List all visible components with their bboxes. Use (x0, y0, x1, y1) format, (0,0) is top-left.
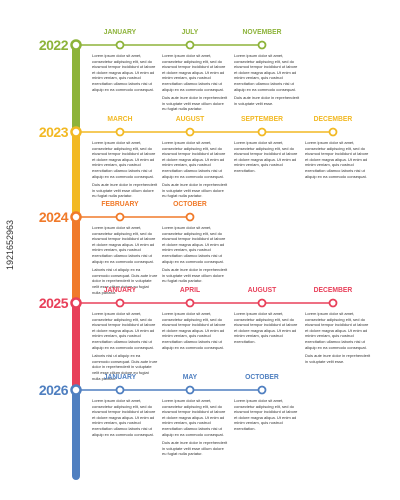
month-description: Lorem ipsum dolor sit amet, consectetur … (92, 311, 158, 384)
stock-id: 1921652963 (5, 219, 15, 271)
month-label: APRIL (179, 285, 201, 294)
paragraph: Lorem ipsum dolor sit amet, consectetur … (234, 398, 298, 431)
paragraph: Lorem ipsum dolor sit amet, consectetur … (92, 311, 156, 350)
month-node (257, 127, 267, 137)
year-node (70, 297, 82, 309)
year-label: 2023 (38, 124, 69, 140)
year-label: 2024 (38, 209, 69, 225)
month-description: Lorem ipsum dolor sit amet, consectetur … (92, 398, 158, 440)
month-description: Lorem ipsum dolor sit amet, consectetur … (234, 311, 300, 348)
month-description: Lorem ipsum dolor sit amet, consectetur … (162, 225, 228, 287)
paragraph: Lorem ipsum dolor sit amet, consectetur … (162, 225, 226, 264)
paragraph: Duis aute irure dolor in reprehenderit i… (305, 353, 371, 364)
month-description: Lorem ipsum dolor sit amet, consectetur … (92, 225, 158, 298)
month-description: Lorem ipsum dolor sit amet, consectetur … (305, 311, 371, 367)
paragraph: Duis aute irure dolor in reprehenderit i… (162, 267, 228, 284)
month-node (257, 40, 267, 50)
timeline-bar-segment (72, 217, 80, 304)
month-label: OCTOBER (245, 372, 279, 381)
month-label: FEBRUARY (101, 199, 139, 208)
year-node (70, 126, 82, 138)
month-label: SEPTEMBER (240, 114, 284, 123)
paragraph: Lorem ipsum dolor sit amet, consectetur … (92, 398, 156, 437)
month-description: Lorem ipsum dolor sit amet, consectetur … (92, 140, 158, 202)
paragraph: Lorem ipsum dolor sit amet, consectetur … (162, 311, 226, 350)
month-node (328, 127, 338, 137)
month-node (328, 298, 338, 308)
paragraph: Lorem ipsum dolor sit amet, consectetur … (162, 398, 226, 437)
month-label: OCTOBER (173, 199, 207, 208)
month-description: Lorem ipsum dolor sit amet, consectetur … (92, 53, 158, 95)
month-label: NOVEMBER (242, 27, 282, 36)
month-description: Lorem ipsum dolor sit amet, consectetur … (162, 398, 228, 460)
month-label: DECEMBER (313, 114, 353, 123)
paragraph: Lorem ipsum dolor sit amet, consectetur … (305, 311, 369, 350)
month-node (185, 212, 195, 222)
year-label: 2025 (38, 295, 69, 311)
paragraph: Duis aute irure dolor in reprehenderit i… (162, 182, 228, 199)
month-description: Lorem ipsum dolor sit amet, consectetur … (162, 53, 228, 115)
timeline-bar-segment (72, 303, 80, 391)
month-node (115, 40, 125, 50)
month-label: DECEMBER (313, 285, 353, 294)
month-node (257, 385, 267, 395)
month-node (115, 212, 125, 222)
month-description: Lorem ipsum dolor sit amet, consectetur … (234, 53, 300, 109)
timeline-bar-segment (72, 132, 80, 218)
month-description: Lorem ipsum dolor sit amet, consectetur … (305, 140, 371, 182)
timeline-bar-segment (72, 390, 80, 480)
year-label: 2026 (38, 382, 69, 398)
paragraph: Lorem ipsum dolor sit amet, consectetur … (92, 140, 156, 179)
month-node (185, 385, 195, 395)
year-node (70, 211, 82, 223)
month-label: AUGUST (175, 114, 205, 123)
month-node (185, 298, 195, 308)
paragraph: Lorem ipsum dolor sit amet, consectetur … (92, 53, 156, 92)
month-node (115, 127, 125, 137)
paragraph: Duis aute irure dolor in reprehenderit i… (92, 182, 158, 199)
year-label: 2022 (38, 37, 69, 53)
paragraph: Duis aute irure dolor in reprehenderit i… (162, 95, 228, 112)
month-label: JANUARY (103, 372, 137, 381)
month-node (115, 298, 125, 308)
timeline-bar-segment (72, 45, 80, 133)
month-label: MARCH (107, 114, 133, 123)
month-description: Lorem ipsum dolor sit amet, consectetur … (162, 311, 228, 353)
paragraph: Lorem ipsum dolor sit amet, consectetur … (92, 225, 156, 264)
month-label: JULY (181, 27, 199, 36)
month-label: JANUARY (103, 285, 137, 294)
month-node (185, 40, 195, 50)
month-description: Lorem ipsum dolor sit amet, consectetur … (234, 398, 300, 435)
paragraph: Laboris nisi ut aliquip ex ea commodo co… (92, 353, 158, 381)
paragraph: Lorem ipsum dolor sit amet, consectetur … (234, 311, 298, 344)
paragraph: Lorem ipsum dolor sit amet, consectetur … (305, 140, 369, 179)
year-node (70, 384, 82, 396)
month-description: Lorem ipsum dolor sit amet, consectetur … (234, 140, 300, 177)
month-node (257, 298, 267, 308)
paragraph: Lorem ipsum dolor sit amet, consectetur … (162, 53, 226, 92)
paragraph: Lorem ipsum dolor sit amet, consectetur … (162, 140, 226, 179)
paragraph: Duis aute irure dolor in reprehenderit i… (234, 95, 300, 106)
paragraph: Lorem ipsum dolor sit amet, consectetur … (234, 53, 298, 92)
month-description: Lorem ipsum dolor sit amet, consectetur … (162, 140, 228, 202)
year-node (70, 39, 82, 51)
month-node (185, 127, 195, 137)
paragraph: Lorem ipsum dolor sit amet, consectetur … (234, 140, 298, 173)
paragraph: Laboris nisi ut aliquip ex ea commodo co… (92, 267, 158, 295)
month-label: AUGUST (247, 285, 277, 294)
month-label: MAY (182, 372, 198, 381)
paragraph: Duis aute irure dolor in reprehenderit i… (162, 440, 228, 457)
month-label: JANUARY (103, 27, 137, 36)
month-node (115, 385, 125, 395)
